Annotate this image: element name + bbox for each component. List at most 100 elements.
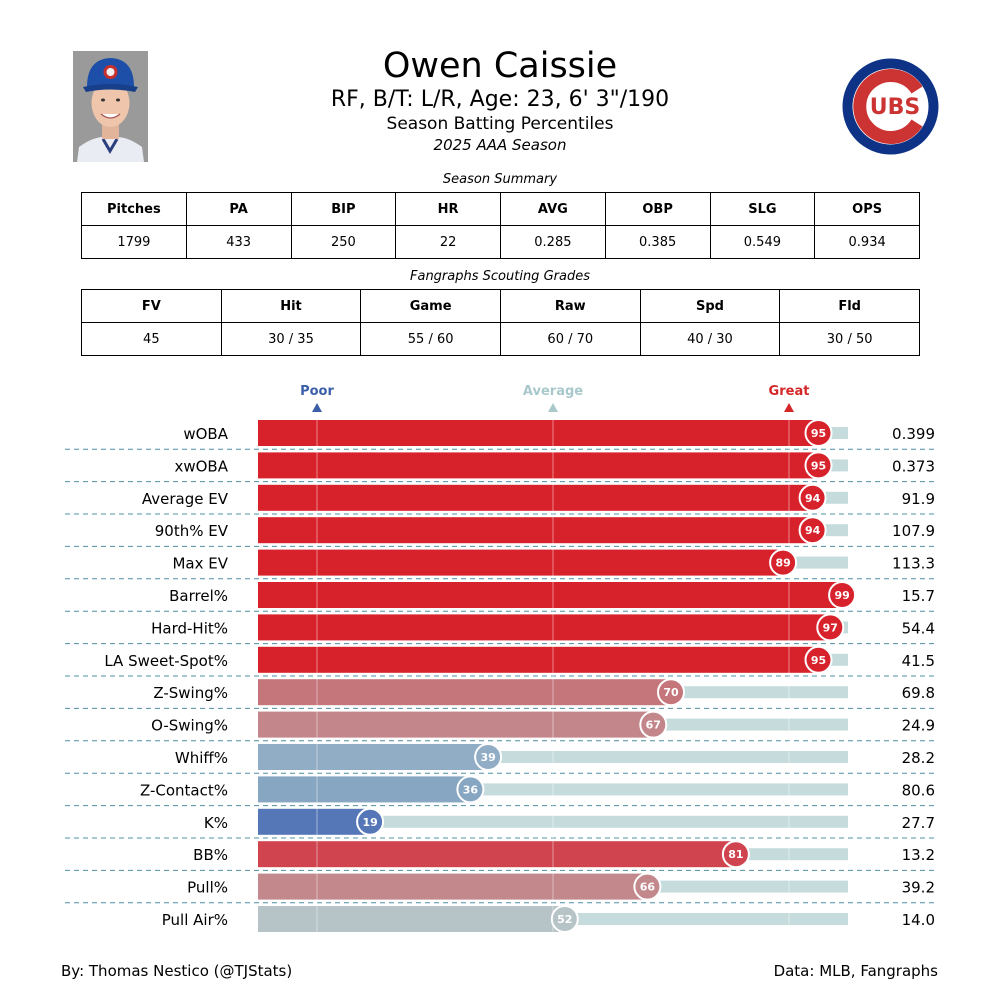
- stat-value: 80.6: [902, 781, 935, 799]
- category-label: Barrel%: [169, 587, 228, 605]
- summary-header-cell: PA: [185, 192, 292, 226]
- summary-value-cell: 0.285: [500, 225, 606, 259]
- percentile-label: 19: [362, 816, 377, 829]
- stat-value: 113.3: [892, 555, 935, 573]
- percentile-label: 95: [811, 654, 826, 667]
- percentile-marker: [639, 710, 668, 739]
- percentile-label: 99: [834, 589, 849, 602]
- percentile-label: 97: [823, 621, 838, 634]
- percentile-bar: [258, 906, 565, 932]
- percentile-label: 52: [557, 913, 572, 926]
- percentile-label: 70: [663, 686, 679, 699]
- grades-header-row: FV Hit Game Raw Spd Fld: [81, 289, 920, 323]
- percentile-marker: [828, 581, 857, 609]
- grades-header-cell: FV: [81, 289, 222, 323]
- category-label: LA Sweet-Spot%: [104, 652, 228, 670]
- percentile-bar: [258, 549, 784, 576]
- category-label: Max EV: [172, 555, 228, 573]
- percentile-bar: [258, 808, 371, 835]
- percentile-bar: [258, 420, 819, 446]
- percentile-bar: [258, 711, 654, 738]
- grades-header-cell: Spd: [639, 289, 781, 323]
- percentile-marker: [798, 516, 827, 545]
- percentile-bar: [258, 517, 813, 544]
- stat-value: 13.2: [902, 846, 935, 864]
- scale-label: Average: [523, 384, 583, 399]
- percentile-marker: [550, 905, 579, 933]
- page-subtitle: Season Batting Percentiles: [386, 114, 614, 134]
- percentile-chart: Poor Average Great wOBA 0.399 xwOBA 0.373 Avera…: [65, 384, 936, 933]
- footer-credit: By: Thomas Nestico (@TJStats): [61, 962, 293, 980]
- summary-value-cell: 0.934: [814, 225, 920, 259]
- season-label: 2025 AAA Season: [433, 136, 567, 154]
- category-label: Pull%: [187, 879, 228, 897]
- grades-header-cell: Game: [360, 289, 501, 323]
- stat-value: 54.4: [902, 619, 935, 637]
- percentile-marker: [816, 613, 845, 642]
- footer-source: Data: MLB, Fangraphs: [773, 962, 938, 980]
- percentile-bar: [258, 841, 736, 868]
- percentile-bar: [258, 646, 819, 673]
- summary-table: Pitches PA BIP HR AVG OBP SLG OPS 1799 4…: [81, 192, 920, 259]
- stat-value: 91.9: [902, 490, 935, 508]
- percentile-label: 81: [728, 848, 743, 861]
- grades-value-row: 45 30 / 35 55 / 60 60 / 70 40 / 30 30 / …: [81, 322, 920, 356]
- percentile-bar: [258, 452, 819, 479]
- percentile-marker: [804, 419, 833, 447]
- cubs-logo-icon: UBS: [842, 58, 939, 155]
- stat-value: 107.9: [892, 522, 935, 540]
- percentile-bar: [258, 484, 813, 511]
- summary-value-cell: 1799: [81, 225, 187, 259]
- stat-value: 0.399: [892, 425, 935, 443]
- summary-header-cell: Pitches: [81, 192, 187, 226]
- percentile-label: 89: [775, 557, 790, 570]
- stat-value: 14.0: [902, 911, 935, 929]
- category-label: 90th% EV: [155, 522, 229, 540]
- scale-label: Great: [769, 384, 810, 399]
- stat-value: 27.7: [902, 814, 935, 832]
- category-label: BB%: [193, 846, 228, 864]
- summary-value-cell: 0.385: [604, 225, 711, 259]
- category-label: wOBA: [183, 425, 228, 443]
- grades-value-cell: 55 / 60: [360, 322, 501, 356]
- summary-title: Season Summary: [442, 172, 558, 187]
- percentile-label: 67: [646, 719, 661, 732]
- percentile-label: 36: [463, 783, 479, 796]
- summary-value-cell: 22: [395, 225, 501, 259]
- scale-marker-triangle: [312, 403, 322, 412]
- percentile-marker: [721, 840, 750, 869]
- scale-marker-triangle: [784, 403, 794, 412]
- stat-value: 24.9: [902, 717, 935, 735]
- category-label: Pull Air%: [162, 911, 228, 929]
- stat-value: 28.2: [902, 749, 935, 767]
- category-label: O-Swing%: [151, 717, 228, 735]
- summary-header-cell: SLG: [709, 192, 816, 226]
- percentile-marker: [804, 645, 833, 674]
- percentile-marker: [657, 678, 685, 707]
- category-label: K%: [204, 814, 228, 832]
- percentile-label: 95: [811, 459, 826, 472]
- grades-value-cell: 45: [81, 322, 222, 356]
- summary-header-cell: BIP: [290, 192, 397, 226]
- percentile-label: 39: [480, 751, 495, 764]
- percentile-label: 94: [805, 524, 821, 537]
- category-label: Whiff%: [175, 749, 228, 767]
- percentile-label: 95: [811, 427, 826, 440]
- logo-letters: UBS: [870, 95, 920, 120]
- summary-value-row: 1799 433 250 22 0.285 0.385 0.549 0.934: [81, 225, 920, 259]
- category-label: Z-Swing%: [153, 684, 228, 702]
- player-name: Owen Caissie: [382, 46, 618, 86]
- summary-header-cell: HR: [395, 192, 501, 226]
- summary-header-row: Pitches PA BIP HR AVG OBP SLG OPS: [81, 192, 920, 226]
- percentile-bar: [258, 679, 671, 706]
- grades-table: FV Hit Game Raw Spd Fld 45 30 / 35 55 / …: [81, 289, 920, 356]
- stat-value: 39.2: [902, 879, 935, 897]
- category-label: Z-Contact%: [140, 781, 228, 799]
- percentile-label: 94: [805, 492, 821, 505]
- bar-track: [258, 815, 848, 828]
- grades-header-cell: Raw: [499, 289, 641, 323]
- grades-value-cell: 40 / 30: [639, 322, 781, 356]
- percentile-bar: [258, 614, 831, 641]
- category-label: Hard-Hit%: [151, 619, 228, 637]
- summary-value-cell: 250: [290, 225, 397, 259]
